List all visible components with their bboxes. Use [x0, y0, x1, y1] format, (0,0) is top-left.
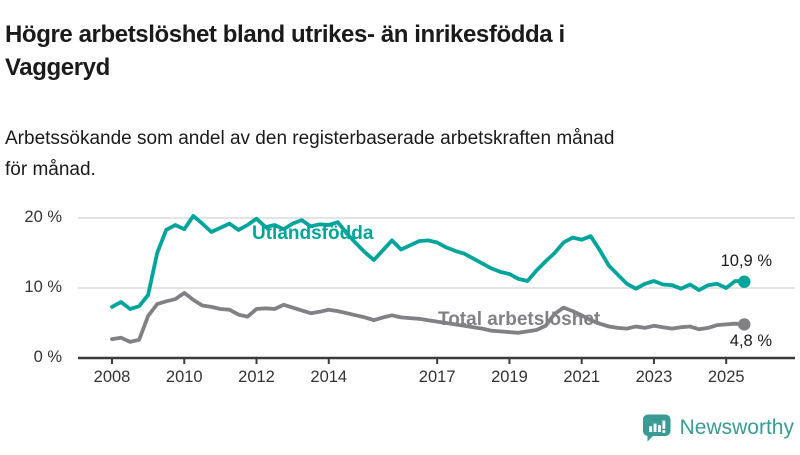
- title-line-2: Vaggeryd: [5, 54, 110, 82]
- title-line-1: Högre arbetslöshet bland utrikes- än inr…: [5, 21, 565, 49]
- newsworthy-logo: Newsworthy: [642, 413, 794, 443]
- logo-text: Newsworthy: [679, 416, 794, 439]
- chart-subtitle: Arbetssökande som andel av den registerb…: [5, 123, 795, 185]
- page-title: Högre arbetslöshet bland utrikes- än inr…: [5, 18, 795, 84]
- series-end-dot-utlandsfodda: [738, 275, 751, 288]
- subtitle-line-2: för månad.: [5, 159, 96, 180]
- series-line-total: [110, 290, 747, 344]
- series-line-utlandsfodda: [110, 213, 747, 311]
- speech-bubble-bar-chart-icon: [642, 414, 671, 442]
- series-end-dot-total: [738, 318, 751, 331]
- subtitle-line-1: Arbetssökande som andel av den registerb…: [5, 128, 615, 149]
